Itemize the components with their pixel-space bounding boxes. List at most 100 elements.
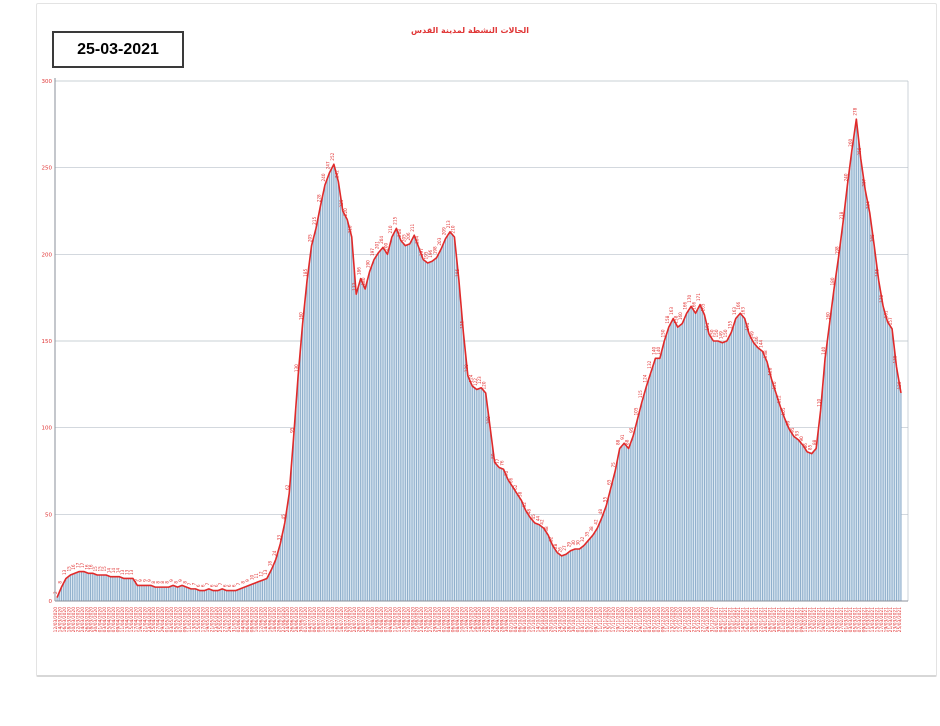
svg-text:158: 158	[674, 315, 679, 323]
svg-text:165: 165	[701, 303, 706, 311]
svg-text:13: 13	[263, 569, 268, 575]
svg-text:62: 62	[285, 484, 290, 490]
date-box: 25-03-2021	[52, 31, 184, 68]
svg-text:16/03/2020: 16/03/2020	[62, 607, 68, 633]
svg-text:209: 209	[442, 227, 447, 235]
svg-text:95: 95	[629, 427, 634, 433]
svg-text:12/01/2021: 12/01/2021	[736, 607, 742, 633]
svg-text:198: 198	[834, 246, 839, 254]
svg-text:17: 17	[75, 562, 80, 568]
svg-text:180: 180	[830, 277, 835, 285]
svg-text:205: 205	[401, 234, 406, 242]
svg-text:12/07/2020: 12/07/2020	[325, 607, 331, 633]
svg-text:31/08/2020: 31/08/2020	[437, 607, 443, 633]
svg-text:15: 15	[93, 566, 98, 572]
svg-text:65: 65	[607, 479, 612, 485]
svg-text:215: 215	[392, 217, 397, 225]
svg-text:15/12/2020: 15/12/2020	[674, 607, 680, 633]
svg-text:213: 213	[446, 220, 451, 228]
svg-text:16/06/2020: 16/06/2020	[267, 607, 273, 633]
svg-text:76: 76	[500, 460, 505, 466]
svg-text:242: 242	[334, 170, 339, 178]
series-line	[56, 118, 902, 598]
svg-text:11/05/2020: 11/05/2020	[187, 607, 193, 633]
svg-text:215: 215	[312, 217, 317, 225]
svg-text:6: 6	[227, 584, 232, 587]
svg-text:26/10/2020: 26/10/2020	[562, 607, 568, 633]
series-area	[57, 119, 901, 601]
svg-text:206: 206	[406, 232, 411, 240]
svg-text:160: 160	[826, 312, 831, 320]
svg-text:205: 205	[308, 234, 313, 242]
svg-text:18/06/2020: 18/06/2020	[272, 607, 278, 633]
svg-text:11/11/2020: 11/11/2020	[598, 607, 604, 633]
svg-text:18/10/2020: 18/10/2020	[544, 607, 550, 633]
svg-text:8: 8	[151, 581, 156, 584]
svg-text:09/11/2020: 09/11/2020	[593, 607, 599, 633]
value-labels: 2813151617171616151515141414131313999988…	[53, 107, 902, 594]
svg-text:27/05/2020: 27/05/2020	[223, 607, 229, 633]
svg-text:07/12/2020: 07/12/2020	[656, 607, 662, 633]
svg-text:123: 123	[477, 376, 482, 384]
svg-text:05/11/2020: 05/11/2020	[584, 607, 590, 633]
svg-text:52: 52	[522, 502, 527, 508]
svg-text:30/10/2020: 30/10/2020	[571, 607, 577, 633]
svg-text:58: 58	[517, 491, 522, 497]
svg-text:21/05/2020: 21/05/2020	[209, 607, 215, 633]
svg-text:08/06/2020: 08/06/2020	[249, 607, 255, 633]
svg-text:21/11/2020: 21/11/2020	[620, 607, 626, 633]
svg-text:9: 9	[147, 579, 152, 582]
svg-text:30: 30	[571, 540, 576, 546]
svg-text:135: 135	[893, 355, 898, 363]
svg-text:03/12/2020: 03/12/2020	[647, 607, 653, 633]
svg-text:146: 146	[754, 336, 759, 344]
svg-text:24/10/2020: 24/10/2020	[558, 607, 564, 633]
svg-text:155: 155	[727, 321, 732, 329]
svg-text:17/04/2020: 17/04/2020	[133, 607, 139, 633]
svg-text:130: 130	[294, 364, 299, 372]
svg-text:252: 252	[330, 152, 335, 160]
svg-text:170: 170	[879, 295, 884, 303]
svg-text:01/08/2020: 01/08/2020	[370, 607, 376, 633]
svg-text:158: 158	[665, 315, 670, 323]
svg-text:6: 6	[223, 584, 228, 587]
svg-text:07/05/2020: 07/05/2020	[178, 607, 184, 633]
svg-text:88: 88	[616, 439, 621, 445]
svg-text:210: 210	[348, 225, 353, 233]
svg-text:14: 14	[111, 568, 116, 574]
svg-text:02/07/2020: 02/07/2020	[303, 607, 309, 633]
svg-text:17/08/2020: 17/08/2020	[406, 607, 412, 633]
svg-text:75: 75	[611, 462, 616, 468]
svg-text:120: 120	[897, 381, 902, 389]
svg-text:204: 204	[415, 236, 420, 244]
svg-text:160: 160	[678, 312, 683, 320]
svg-text:04/01/2021: 04/01/2021	[718, 607, 724, 633]
svg-text:6: 6	[209, 584, 214, 587]
svg-text:20/10/2020: 20/10/2020	[549, 607, 555, 633]
svg-text:9: 9	[133, 579, 138, 582]
svg-text:05/04/2020: 05/04/2020	[107, 607, 113, 633]
svg-text:95: 95	[790, 427, 795, 433]
svg-text:30/01/2021: 30/01/2021	[776, 607, 782, 633]
svg-text:28/09/2020: 28/09/2020	[500, 607, 506, 633]
svg-text:12/03/2020: 12/03/2020	[53, 607, 59, 633]
svg-text:01/12/2020: 01/12/2020	[642, 607, 648, 633]
svg-text:260: 260	[848, 139, 853, 147]
svg-text:28/10/2020: 28/10/2020	[567, 607, 573, 633]
svg-text:8: 8	[174, 581, 179, 584]
svg-text:13/03/2021: 13/03/2021	[870, 607, 876, 633]
svg-text:01/04/2020: 01/04/2020	[98, 607, 104, 633]
svg-text:205: 205	[870, 234, 875, 242]
svg-text:77: 77	[495, 458, 500, 464]
svg-text:240: 240	[843, 173, 848, 181]
svg-text:163: 163	[669, 307, 674, 315]
svg-text:160: 160	[299, 312, 304, 320]
svg-text:07/03/2021: 07/03/2021	[857, 607, 863, 633]
svg-text:09/05/2020: 09/05/2020	[183, 607, 189, 633]
svg-text:09/02/2021: 09/02/2021	[799, 607, 805, 633]
svg-text:0: 0	[49, 599, 53, 605]
svg-text:04/09/2020: 04/09/2020	[446, 607, 452, 633]
svg-text:185: 185	[455, 269, 460, 277]
svg-text:29/11/2020: 29/11/2020	[638, 607, 644, 633]
